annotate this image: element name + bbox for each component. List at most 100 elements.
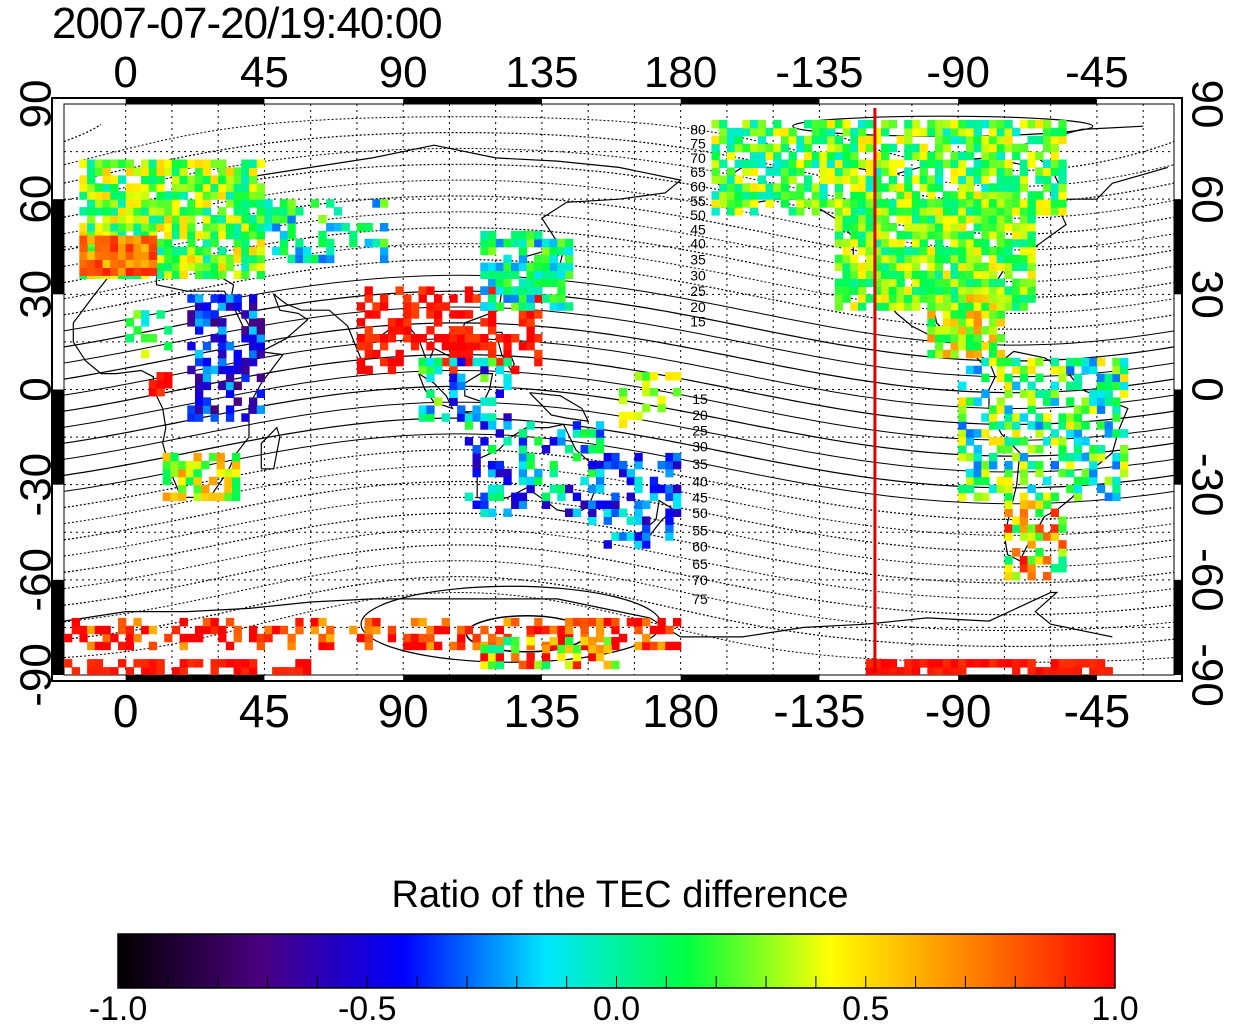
tec-pixel: [819, 167, 828, 176]
tec-pixel: [1027, 286, 1036, 295]
tec-pixel: [927, 119, 936, 129]
tec-pixel: [780, 199, 790, 208]
tec-pixel: [634, 532, 643, 541]
tec-pixel: [249, 341, 258, 351]
tec-pixel: [734, 143, 743, 153]
tec-pixel: [503, 334, 512, 343]
tec-pixel: [989, 207, 998, 216]
tec-pixel: [958, 230, 967, 240]
tec-pixel: [193, 452, 202, 462]
coastline: [260, 426, 281, 470]
tec-pixel: [1050, 460, 1059, 470]
tec-pixel: [102, 625, 111, 635]
tec-pixel: [518, 460, 528, 470]
tec-pixel: [480, 413, 489, 422]
tec-pixel: [711, 151, 720, 161]
tec-pixel: [133, 326, 142, 335]
tec-pixel: [1019, 207, 1029, 216]
tec-pixel: [1027, 571, 1036, 581]
tec-pixel: [588, 617, 597, 627]
tec-pixel: [858, 143, 867, 153]
tec-pixel: [118, 159, 127, 168]
tec-pixel: [372, 349, 381, 359]
tec-pixel: [195, 413, 204, 422]
tec-pixel: [965, 429, 975, 438]
tec-pixel: [102, 175, 111, 184]
tec-pixel: [1073, 445, 1083, 454]
tec-pixel: [195, 294, 204, 303]
tec-pixel: [380, 238, 389, 248]
tec-pixel: [1096, 659, 1106, 668]
tec-pixel: [202, 191, 212, 200]
tec-pixel: [233, 223, 242, 232]
tec-pixel: [148, 259, 158, 268]
tec-pixel: [187, 175, 196, 184]
tec-pixel: [449, 294, 458, 303]
tec-pixel: [71, 617, 80, 627]
tec-pixel: [989, 246, 998, 256]
tec-pixel: [1073, 429, 1083, 438]
tec-pixel: [1050, 659, 1059, 668]
tec-pixel: [973, 215, 982, 224]
tec-pixel: [1050, 167, 1059, 176]
tec-pixel: [1012, 143, 1021, 153]
tec-pixel: [549, 641, 558, 651]
tec-pixel: [1035, 151, 1044, 161]
tec-pixel: [780, 191, 790, 200]
tec-pixel: [927, 262, 936, 272]
frame-segment-bottom: [403, 675, 542, 681]
tec-pixel: [942, 667, 952, 675]
tec-pixel: [796, 143, 805, 153]
tec-pixel: [950, 286, 959, 295]
tec-pixel: [449, 373, 458, 383]
tec-pixel: [225, 405, 235, 414]
tec-pixel: [164, 191, 173, 200]
tec-pixel: [218, 349, 227, 359]
tec-pixel: [1112, 373, 1121, 383]
tec-pixel: [418, 633, 427, 643]
tec-pixel: [518, 492, 528, 502]
tec-pixel: [511, 334, 520, 343]
tec-pixel: [1027, 270, 1036, 279]
tec-pixel: [734, 127, 743, 137]
tec-pixel: [996, 334, 1005, 343]
tec-pixel: [981, 230, 990, 240]
tec-pixel: [788, 175, 797, 184]
tec-pixel: [858, 238, 867, 248]
tec-pixel: [965, 215, 975, 224]
tec-pixel: [865, 230, 874, 240]
tec-pixel: [210, 254, 219, 264]
tec-pixel: [981, 341, 990, 351]
tec-pixel: [773, 151, 782, 161]
tec-pixel: [927, 318, 936, 327]
tec-pixel: [164, 207, 173, 216]
tec-pixel: [464, 421, 474, 430]
tec-pixel: [842, 270, 851, 279]
tec-pixel: [79, 191, 88, 200]
tec-pixel: [858, 207, 867, 216]
tec-pixel: [79, 175, 88, 184]
tec-pixel: [210, 270, 219, 279]
tec-pixel: [965, 151, 975, 161]
tec-pixel: [649, 492, 659, 502]
tec-pixel: [996, 484, 1005, 494]
tec-pixel: [94, 235, 104, 245]
tec-pixel: [827, 143, 836, 153]
tec-pixel: [164, 246, 173, 256]
tec-pixel: [757, 127, 767, 137]
tec-pixel: [904, 167, 913, 176]
tec-pixel: [1035, 532, 1044, 541]
tec-pixel: [657, 484, 666, 494]
tec-pixel: [464, 341, 474, 351]
tec-pixel: [1120, 381, 1129, 391]
tec-pixel: [919, 183, 928, 192]
tec-pixel: [125, 251, 134, 260]
tec-pixel: [195, 207, 204, 216]
tec-pixel: [102, 235, 111, 245]
tec-pixel: [488, 484, 497, 494]
tec-pixel: [1089, 452, 1098, 462]
tec-pixel: [195, 191, 204, 200]
tec-pixel: [387, 625, 397, 635]
contour-labels: 8075706560555045403530252015152025303540…: [690, 121, 708, 606]
tec-pixel: [488, 246, 497, 256]
